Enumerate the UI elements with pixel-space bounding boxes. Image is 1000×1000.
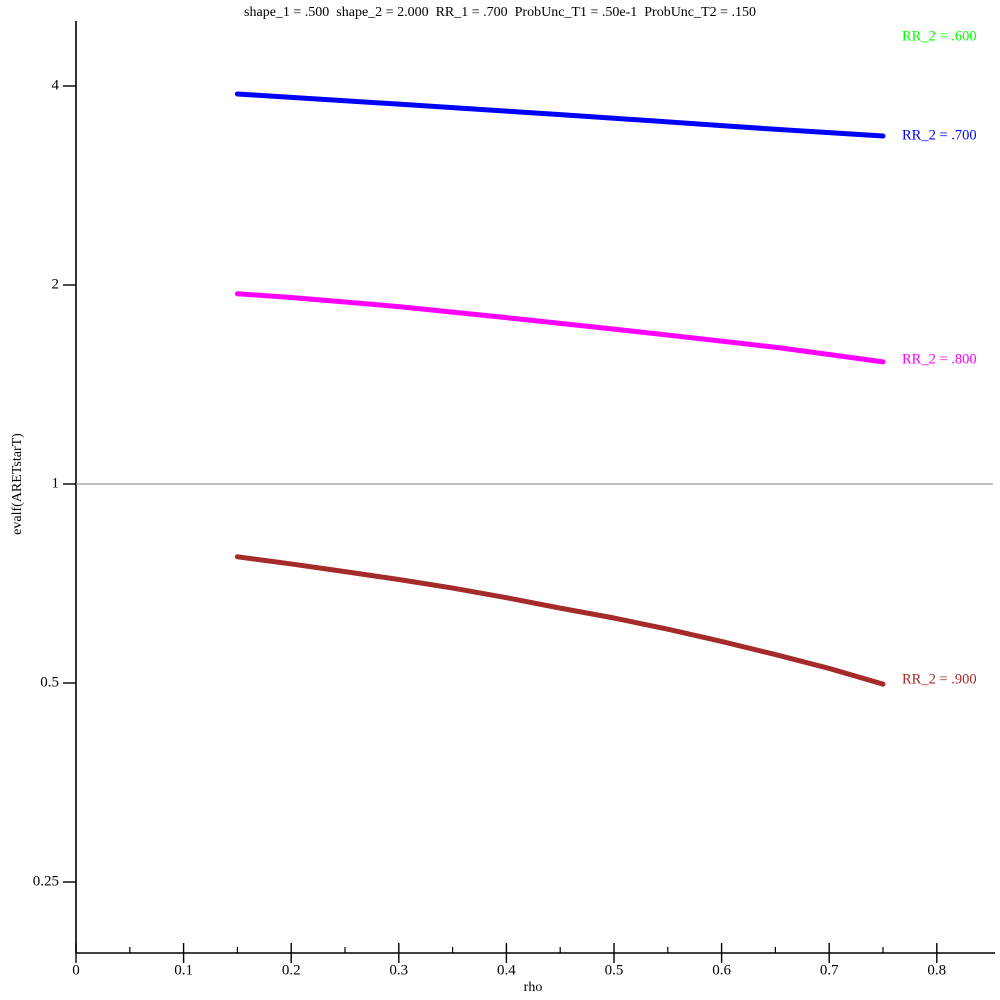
- x-tick-label-0-1: 0.1: [174, 962, 193, 979]
- x-tick-label-0-5: 0.5: [604, 962, 624, 979]
- x-tick-label-0-3: 0.3: [389, 962, 409, 979]
- x-tick-label-0: 0: [72, 962, 80, 979]
- y-tick-label-1: 1: [51, 475, 60, 492]
- curve-label-rr-2-800: RR_2 = .800: [902, 351, 977, 368]
- y-axis-title: evalf(ARETstarT): [10, 433, 25, 535]
- x-tick-label-0-8: 0.8: [927, 962, 947, 979]
- x-tick-label-0-7: 0.7: [819, 962, 839, 979]
- x-tick-label-0-6: 0.6: [712, 962, 731, 979]
- y-tick-label-4: 4: [51, 77, 60, 94]
- curve-label-rr-2-700: RR_2 = .700: [902, 127, 977, 144]
- curve-rr-2-900: [234, 554, 886, 687]
- y-tick-label-0-5: 0.5: [40, 674, 59, 691]
- y-tick-label-2: 2: [51, 276, 60, 293]
- x-tick-label-0-4: 0.4: [497, 962, 516, 979]
- curve-rr-2-800: [234, 291, 886, 365]
- y-tick-label-0-25: 0.25: [32, 873, 59, 890]
- curve-label-rr-2-600: RR_2 = .600: [902, 28, 977, 45]
- curve-label-rr-2-900: RR_2 = .900: [902, 671, 977, 688]
- curve-rr-2-700: [234, 91, 886, 139]
- plot-title: shape_1 = .500 shape_2 = 2.000 RR_1 = .7…: [244, 5, 756, 20]
- x-tick-label-0-2: 0.2: [281, 962, 301, 979]
- x-axis-title: rho: [523, 980, 543, 995]
